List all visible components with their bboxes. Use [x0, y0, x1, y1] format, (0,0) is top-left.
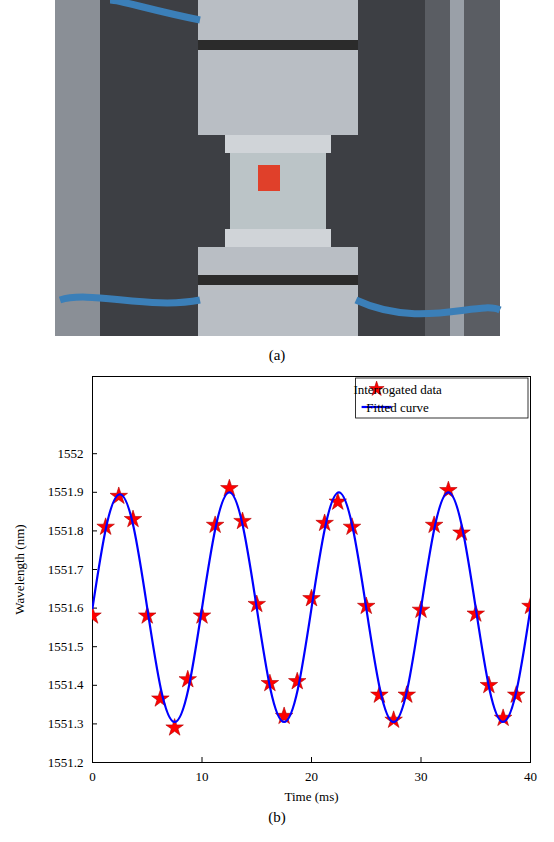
- svg-text:1551.8: 1551.8: [48, 523, 84, 538]
- svg-text:40: 40: [524, 769, 537, 784]
- svg-text:1551.6: 1551.6: [48, 600, 84, 615]
- svg-text:Time (ms): Time (ms): [284, 789, 338, 804]
- svg-text:0: 0: [89, 769, 96, 784]
- html-text:(a): (a): [268, 347, 286, 363]
- svg-text:10: 10: [196, 769, 209, 784]
- svg-text:1551.5: 1551.5: [48, 639, 84, 654]
- svg-text:1551.2: 1551.2: [48, 755, 84, 770]
- svg-text:1551.7: 1551.7: [48, 562, 84, 577]
- svg-text:Fitted curve: Fitted curve: [366, 400, 429, 415]
- svg-text:Wavelength (nm): Wavelength (nm): [12, 524, 27, 614]
- html-text:(b): (b): [268, 809, 286, 825]
- svg-text:1551.4: 1551.4: [48, 677, 84, 692]
- svg-text:1551.9: 1551.9: [48, 484, 84, 499]
- svg-text:30: 30: [415, 769, 428, 784]
- svg-text:20: 20: [305, 769, 318, 784]
- svg-text:1551.3: 1551.3: [48, 716, 84, 731]
- svg-text:Interrogated data: Interrogated data: [353, 382, 442, 397]
- svg-text:1552: 1552: [58, 446, 84, 461]
